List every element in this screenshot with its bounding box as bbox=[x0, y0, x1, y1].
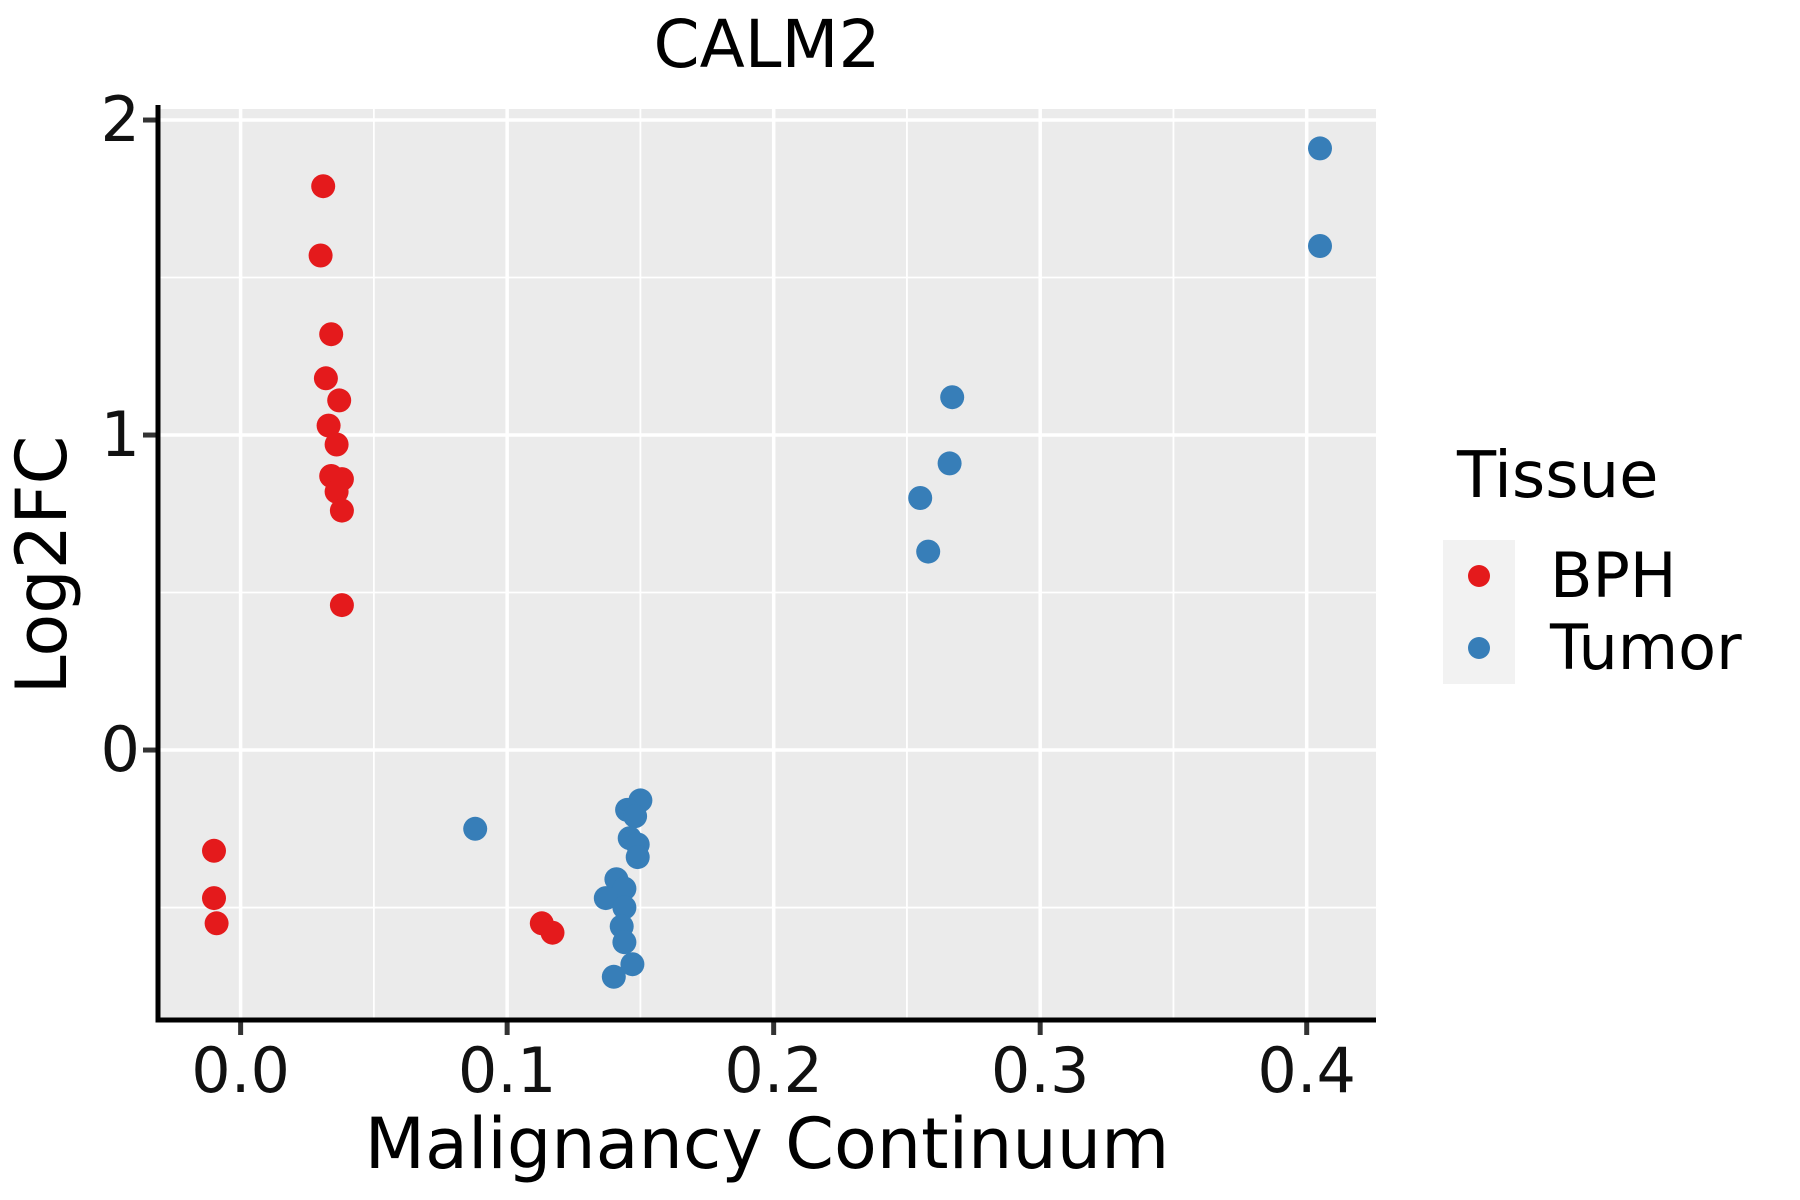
x-tick-label-0.3: 0.3 bbox=[990, 1034, 1090, 1107]
data-point-tumor bbox=[463, 816, 488, 841]
data-point-bph bbox=[324, 432, 349, 457]
x-tick-label-0.1: 0.1 bbox=[457, 1034, 557, 1107]
data-point-bph bbox=[204, 911, 229, 936]
data-point-bph bbox=[540, 920, 565, 945]
data-point-tumor bbox=[908, 486, 933, 510]
data-point-tumor bbox=[1308, 234, 1332, 258]
data-point-tumor bbox=[601, 964, 626, 989]
data-point-tumor bbox=[1308, 136, 1332, 161]
data-point-tumor bbox=[625, 845, 650, 870]
data-point-bph bbox=[308, 243, 333, 268]
y-tick-label-1: 1 bbox=[100, 398, 140, 472]
data-point-tumor bbox=[612, 876, 637, 901]
legend-title: Tissue bbox=[1457, 439, 1659, 513]
data-point-bph bbox=[202, 838, 226, 863]
plot-title: CALM2 bbox=[653, 6, 881, 83]
data-point-bph bbox=[324, 479, 349, 504]
data-point-bph bbox=[327, 388, 352, 413]
y-tick-label-2: 2 bbox=[100, 83, 140, 157]
legend-label-bph: BPH bbox=[1550, 539, 1677, 612]
x-axis-title: Malignancy Continuum bbox=[364, 1103, 1170, 1185]
legend-key-dot-tumor bbox=[1468, 637, 1490, 659]
data-point-tumor bbox=[940, 385, 965, 410]
plot-panel bbox=[158, 109, 1376, 1020]
data-point-bph bbox=[316, 413, 341, 438]
data-point-bph bbox=[313, 366, 338, 391]
legend-label-tumor: Tumor bbox=[1550, 611, 1742, 684]
data-point-bph bbox=[319, 322, 344, 347]
data-point-bph bbox=[311, 174, 336, 199]
data-point-tumor bbox=[612, 930, 637, 955]
data-point-tumor bbox=[916, 539, 941, 564]
legend-key-dot-bph bbox=[1468, 565, 1490, 587]
x-tick-label-0.4: 0.4 bbox=[1257, 1034, 1356, 1107]
x-tick-label-0.2: 0.2 bbox=[724, 1034, 823, 1107]
data-point-tumor bbox=[593, 886, 618, 911]
data-point-tumor bbox=[612, 895, 637, 920]
data-point-bph bbox=[202, 886, 226, 911]
x-tick-label-0.0: 0.0 bbox=[191, 1034, 290, 1107]
data-point-bph bbox=[329, 593, 354, 618]
data-point-tumor bbox=[623, 804, 648, 829]
data-point-tumor bbox=[620, 952, 645, 977]
y-tick-label-0: 0 bbox=[100, 713, 140, 787]
data-point-bph bbox=[329, 498, 354, 523]
data-point-tumor bbox=[937, 451, 962, 476]
